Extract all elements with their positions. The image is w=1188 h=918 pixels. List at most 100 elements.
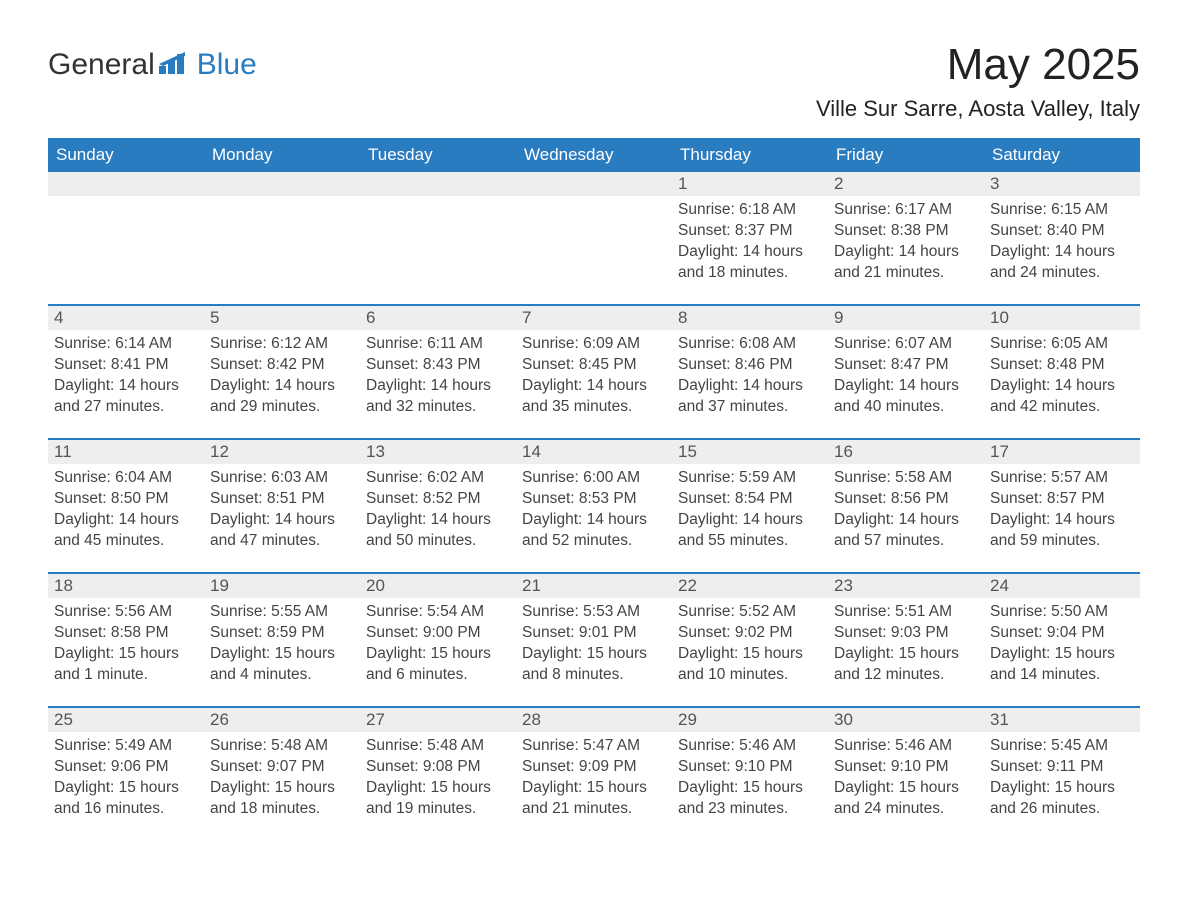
day-cell: Sunrise: 5:50 AMSunset: 9:04 PMDaylight:… [984,598,1140,706]
daylight-text: Daylight: 15 hours and 16 minutes. [54,778,198,820]
sunrise-text: Sunrise: 6:08 AM [678,334,822,355]
day-number: 31 [984,708,1140,732]
dow-monday: Monday [204,138,360,172]
daylight-text: Daylight: 15 hours and 14 minutes. [990,644,1134,686]
calendar-week: 45678910Sunrise: 6:14 AMSunset: 8:41 PMD… [48,304,1140,438]
sunset-text: Sunset: 8:43 PM [366,355,510,376]
day-number: 21 [516,574,672,598]
sunrise-text: Sunrise: 5:57 AM [990,468,1134,489]
sunrise-text: Sunrise: 5:48 AM [210,736,354,757]
day-cell [360,196,516,304]
sunset-text: Sunset: 9:10 PM [834,757,978,778]
sunrise-text: Sunrise: 6:05 AM [990,334,1134,355]
brand-text-2: Blue [197,48,257,82]
day-cell: Sunrise: 6:12 AMSunset: 8:42 PMDaylight:… [204,330,360,438]
sunset-text: Sunset: 8:53 PM [522,489,666,510]
sunset-text: Sunset: 9:09 PM [522,757,666,778]
calendar-week: 123Sunrise: 6:18 AMSunset: 8:37 PMDaylig… [48,172,1140,304]
sunset-text: Sunset: 9:10 PM [678,757,822,778]
day-cell: Sunrise: 6:08 AMSunset: 8:46 PMDaylight:… [672,330,828,438]
week-day-bodies: Sunrise: 6:04 AMSunset: 8:50 PMDaylight:… [48,464,1140,572]
day-cell: Sunrise: 5:45 AMSunset: 9:11 PMDaylight:… [984,732,1140,840]
week-day-bodies: Sunrise: 5:49 AMSunset: 9:06 PMDaylight:… [48,732,1140,840]
day-number: 3 [984,172,1140,196]
dow-saturday: Saturday [984,138,1140,172]
daylight-text: Daylight: 15 hours and 24 minutes. [834,778,978,820]
week-day-bodies: Sunrise: 6:18 AMSunset: 8:37 PMDaylight:… [48,196,1140,304]
day-number: 10 [984,306,1140,330]
sunset-text: Sunset: 8:50 PM [54,489,198,510]
daylight-text: Daylight: 15 hours and 8 minutes. [522,644,666,686]
day-number: 6 [360,306,516,330]
brand-text-1: General [48,48,155,82]
day-number: 7 [516,306,672,330]
sunset-text: Sunset: 9:08 PM [366,757,510,778]
day-cell [48,196,204,304]
dow-friday: Friday [828,138,984,172]
day-number: 26 [204,708,360,732]
daylight-text: Daylight: 15 hours and 12 minutes. [834,644,978,686]
day-number: 8 [672,306,828,330]
day-number [204,172,360,196]
day-number: 15 [672,440,828,464]
week-day-numbers: 18192021222324 [48,574,1140,598]
sunset-text: Sunset: 8:48 PM [990,355,1134,376]
daylight-text: Daylight: 14 hours and 47 minutes. [210,510,354,552]
sunrise-text: Sunrise: 5:50 AM [990,602,1134,623]
sunrise-text: Sunrise: 5:55 AM [210,602,354,623]
daylight-text: Daylight: 14 hours and 37 minutes. [678,376,822,418]
bars-icon [159,48,193,82]
sunrise-text: Sunrise: 6:07 AM [834,334,978,355]
day-number [516,172,672,196]
day-number: 14 [516,440,672,464]
daylight-text: Daylight: 14 hours and 40 minutes. [834,376,978,418]
daylight-text: Daylight: 15 hours and 4 minutes. [210,644,354,686]
sunrise-text: Sunrise: 5:51 AM [834,602,978,623]
calendar-grid: Sunday Monday Tuesday Wednesday Thursday… [48,138,1140,840]
dow-tuesday: Tuesday [360,138,516,172]
daylight-text: Daylight: 14 hours and 57 minutes. [834,510,978,552]
daylight-text: Daylight: 14 hours and 27 minutes. [54,376,198,418]
sunrise-text: Sunrise: 5:45 AM [990,736,1134,757]
sunrise-text: Sunrise: 5:49 AM [54,736,198,757]
day-number: 13 [360,440,516,464]
day-number: 30 [828,708,984,732]
sunrise-text: Sunrise: 6:15 AM [990,200,1134,221]
day-number: 19 [204,574,360,598]
sunset-text: Sunset: 8:42 PM [210,355,354,376]
daylight-text: Daylight: 14 hours and 29 minutes. [210,376,354,418]
sunset-text: Sunset: 8:58 PM [54,623,198,644]
daylight-text: Daylight: 14 hours and 21 minutes. [834,242,978,284]
day-number: 27 [360,708,516,732]
page-title: May 2025 [947,40,1140,90]
day-cell: Sunrise: 6:00 AMSunset: 8:53 PMDaylight:… [516,464,672,572]
sunrise-text: Sunrise: 6:17 AM [834,200,978,221]
calendar-week: 11121314151617Sunrise: 6:04 AMSunset: 8:… [48,438,1140,572]
sunrise-text: Sunrise: 5:58 AM [834,468,978,489]
sunrise-text: Sunrise: 5:52 AM [678,602,822,623]
day-cell: Sunrise: 5:57 AMSunset: 8:57 PMDaylight:… [984,464,1140,572]
week-day-bodies: Sunrise: 6:14 AMSunset: 8:41 PMDaylight:… [48,330,1140,438]
calendar-week: 25262728293031Sunrise: 5:49 AMSunset: 9:… [48,706,1140,840]
day-cell: Sunrise: 5:53 AMSunset: 9:01 PMDaylight:… [516,598,672,706]
week-day-numbers: 45678910 [48,306,1140,330]
week-day-numbers: 25262728293031 [48,708,1140,732]
header-row: General Blue May 2025 [48,40,1140,90]
day-cell: Sunrise: 6:09 AMSunset: 8:45 PMDaylight:… [516,330,672,438]
day-cell: Sunrise: 5:46 AMSunset: 9:10 PMDaylight:… [828,732,984,840]
day-cell: Sunrise: 6:02 AMSunset: 8:52 PMDaylight:… [360,464,516,572]
day-number [48,172,204,196]
day-number: 5 [204,306,360,330]
dow-wednesday: Wednesday [516,138,672,172]
sunset-text: Sunset: 9:07 PM [210,757,354,778]
weeks-container: 123Sunrise: 6:18 AMSunset: 8:37 PMDaylig… [48,172,1140,840]
day-number: 22 [672,574,828,598]
day-cell: Sunrise: 6:18 AMSunset: 8:37 PMDaylight:… [672,196,828,304]
sunrise-text: Sunrise: 5:56 AM [54,602,198,623]
day-number: 23 [828,574,984,598]
sunset-text: Sunset: 8:38 PM [834,221,978,242]
sunset-text: Sunset: 8:51 PM [210,489,354,510]
sunset-text: Sunset: 8:45 PM [522,355,666,376]
day-number: 16 [828,440,984,464]
sunset-text: Sunset: 9:04 PM [990,623,1134,644]
